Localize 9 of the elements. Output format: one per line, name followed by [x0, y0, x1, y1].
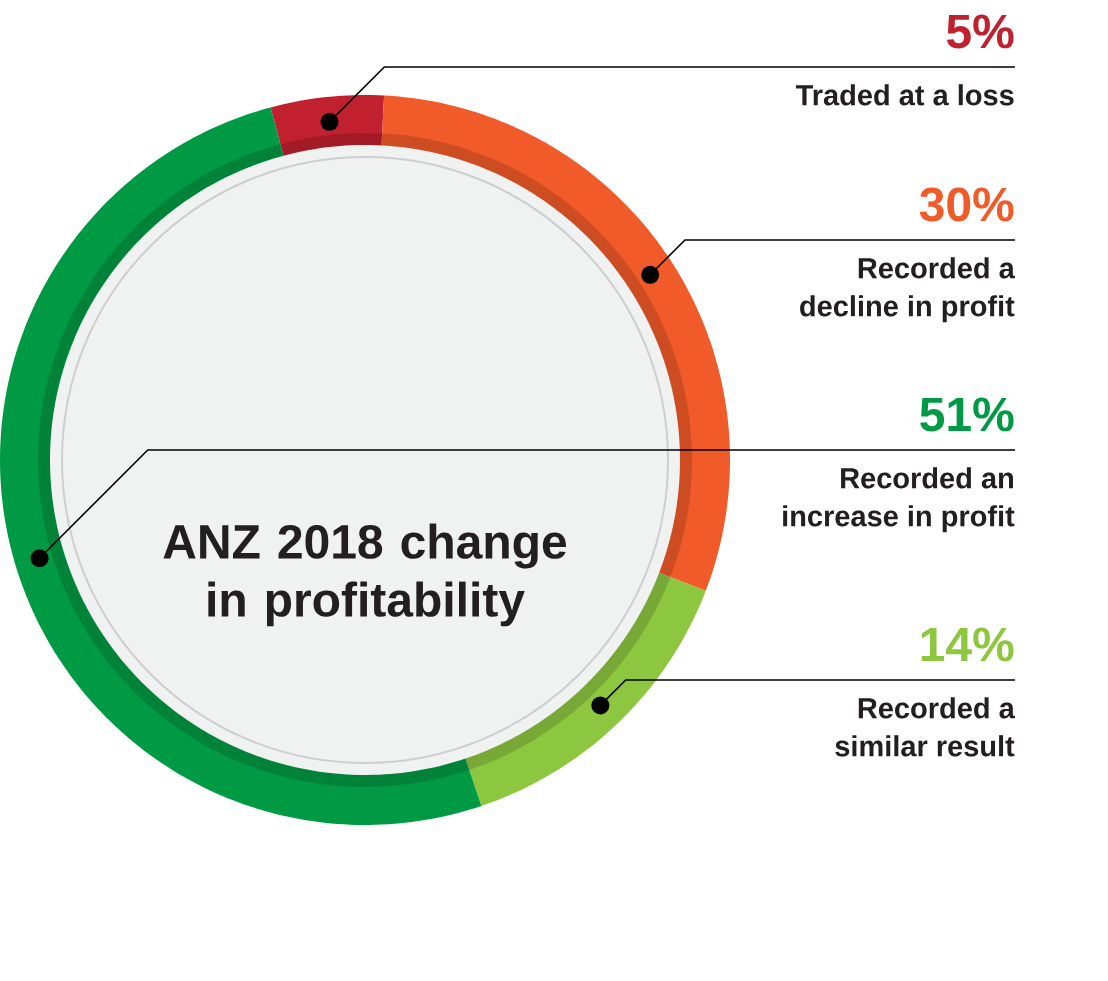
- slice-label: Recorded an increase in profit: [783, 467, 1015, 533]
- data-label: 51%: [920, 397, 1014, 432]
- data-label: 30%: [919, 187, 1014, 222]
- slice-label: Recorded a similar result: [835, 697, 1015, 757]
- data-label: 14%: [921, 627, 1014, 662]
- text: ANZ 2018 change in profitability: [163, 523, 567, 627]
- slice-label: Recorded a decline in profit: [800, 257, 1015, 323]
- data-label: 5%: [946, 14, 1014, 49]
- slice-label: Traded at a loss: [795, 84, 1014, 106]
